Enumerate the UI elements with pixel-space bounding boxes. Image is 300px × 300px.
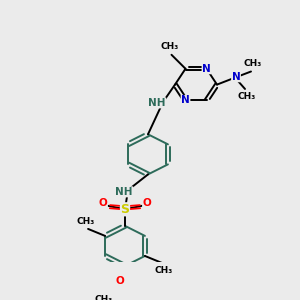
Text: CH₃: CH₃ bbox=[238, 92, 256, 101]
Text: S: S bbox=[121, 203, 130, 216]
Text: O: O bbox=[142, 198, 152, 208]
Text: O: O bbox=[116, 276, 124, 286]
Text: CH₃: CH₃ bbox=[160, 42, 178, 51]
Text: CH₃: CH₃ bbox=[155, 266, 173, 275]
Text: N: N bbox=[202, 64, 211, 74]
Text: N: N bbox=[232, 72, 240, 82]
Text: O: O bbox=[99, 198, 107, 208]
Text: CH₃: CH₃ bbox=[77, 217, 95, 226]
Text: N: N bbox=[181, 95, 190, 106]
Text: NH: NH bbox=[148, 98, 166, 108]
Text: CH₃: CH₃ bbox=[95, 296, 113, 300]
Text: CH₃: CH₃ bbox=[244, 59, 262, 68]
Text: NH: NH bbox=[115, 187, 133, 197]
